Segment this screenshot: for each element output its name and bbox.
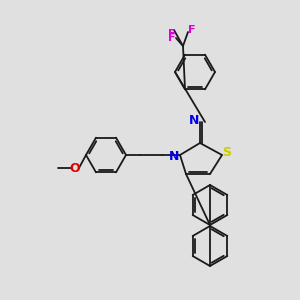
Text: F: F: [188, 25, 196, 35]
Text: F: F: [168, 33, 176, 43]
Text: N: N: [189, 113, 199, 127]
Text: F: F: [168, 29, 176, 39]
Text: S: S: [223, 146, 232, 158]
Text: N: N: [169, 149, 179, 163]
Text: O: O: [70, 161, 80, 175]
